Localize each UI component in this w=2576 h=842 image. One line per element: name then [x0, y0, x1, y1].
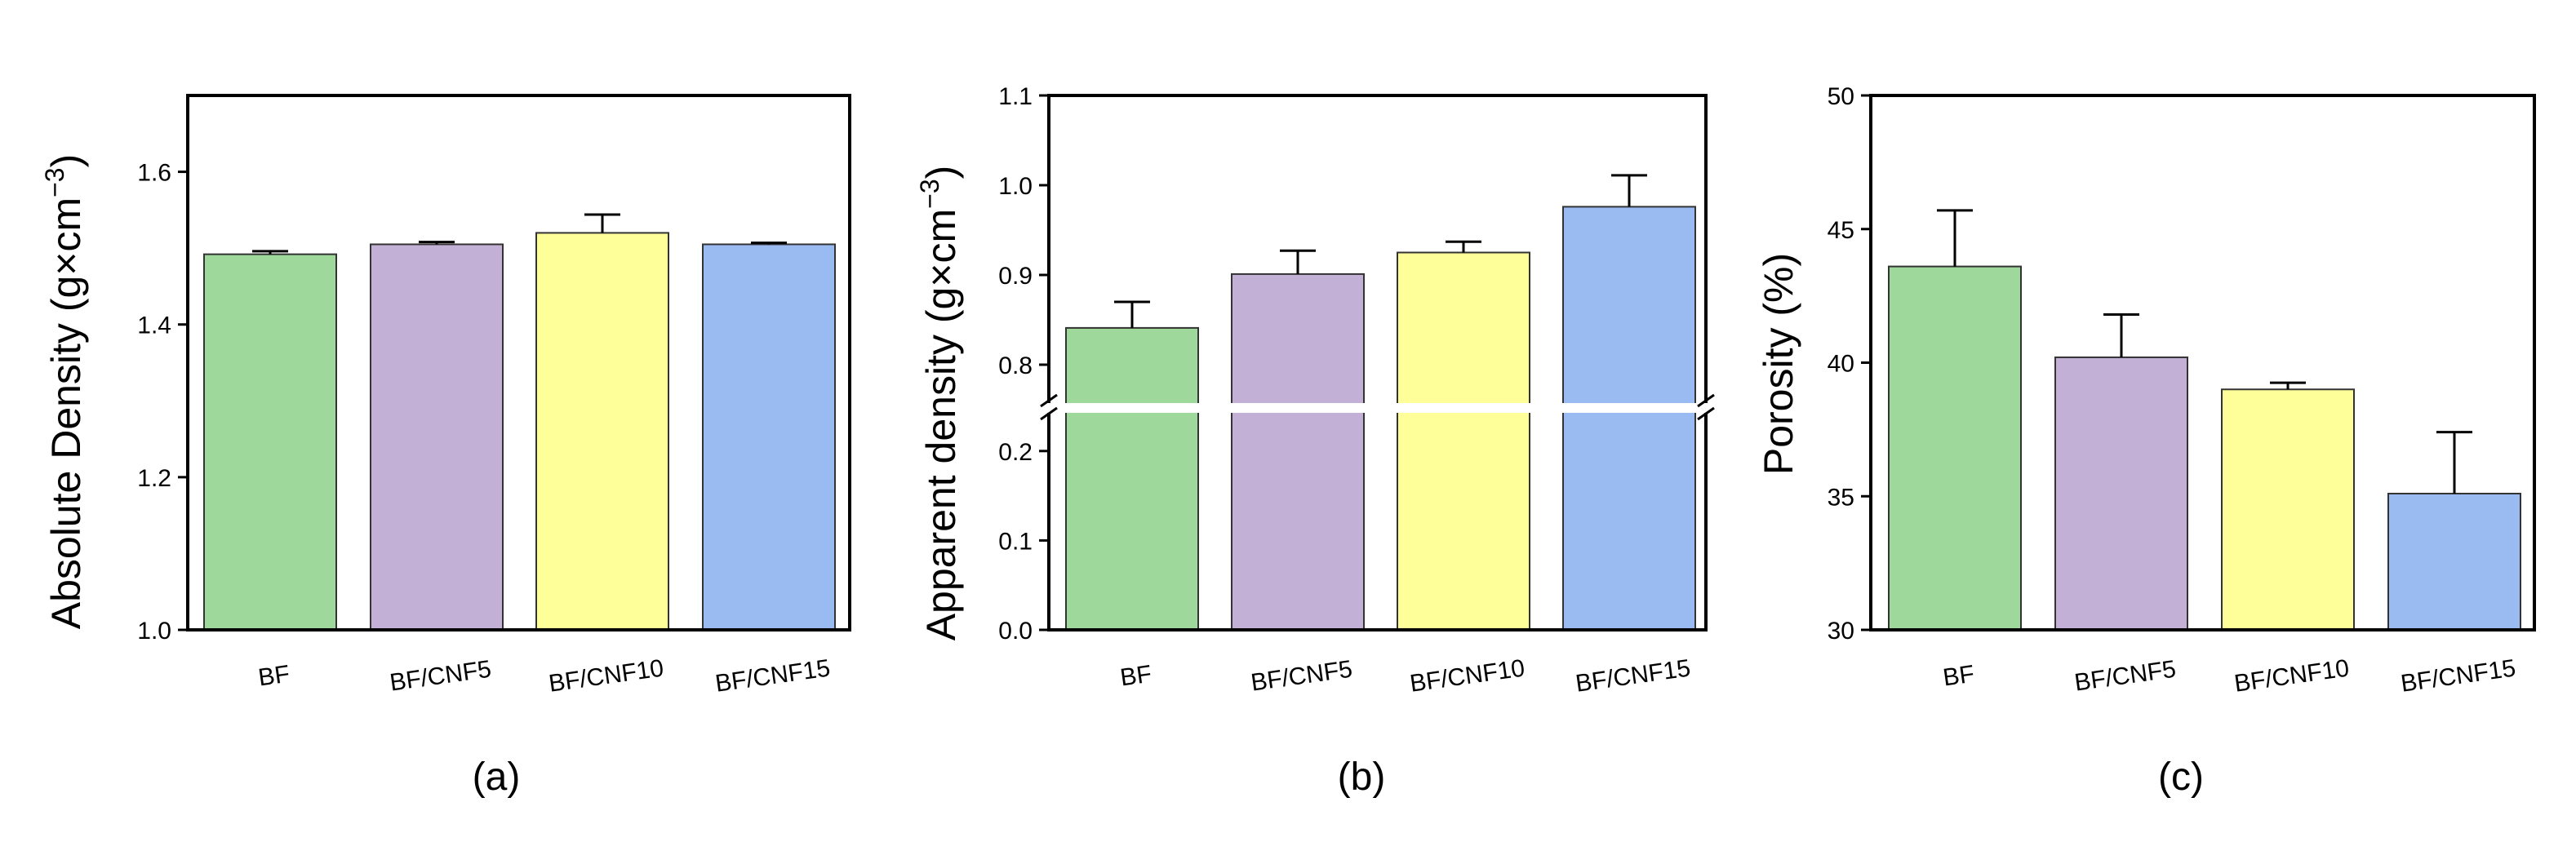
panel-a-category-label-3: BF/CNF10: [547, 654, 665, 697]
panel-c: 30 35 40 45 50 BF BF/CNF5 BF/CNF10 BF/CNF15 Por…: [1756, 83, 2536, 799]
panel-b-axis-break: [1037, 393, 1717, 421]
panel-a-bar-3: [535, 232, 669, 631]
panel-b-y-ticks: 0.0 0.1 0.2 0.8 0.9 1.0 1.1: [998, 83, 1049, 645]
panel-a-y-tick-label-3: 1.4: [137, 312, 171, 339]
panel-b-y-tick-label-6: 1.0: [998, 173, 1033, 200]
panel-a-category-label-1: BF: [256, 661, 291, 692]
panel-b-break-mark-1: [1040, 393, 1058, 408]
panel-b-category-label-1: BF: [1118, 661, 1153, 692]
panel-a-category-label-2: BF/CNF5: [388, 656, 492, 697]
panel-b-axes-frame: [1047, 94, 1708, 632]
panel-a-y-tick-label-4: 1.6: [137, 160, 171, 187]
panel-b-bar-4: [1562, 206, 1696, 631]
panel-c-y-tick-label-4: 45: [1828, 217, 1854, 244]
panel-c-category-label-3: BF/CNF10: [2232, 654, 2351, 697]
panel-a-axes-frame: [186, 94, 851, 632]
panel-b-bar-1: [1065, 326, 1199, 631]
panel-c-bar-1: [1888, 265, 2022, 631]
panel-c-y-tick-label-2: 35: [1828, 484, 1854, 511]
panel-b-y-tick-label-5: 0.9: [998, 263, 1033, 290]
panel-c-label: (c): [2158, 756, 2204, 799]
panel-a-bar-4: [702, 243, 836, 631]
panel-c-category-label-1: BF: [1941, 661, 1976, 692]
panel-b-bar-2: [1231, 273, 1365, 631]
panel-c-axes-frame: [1869, 94, 2536, 632]
panel-c-bar-4: [2387, 492, 2521, 631]
panel-c-category-label-2: BF/CNF5: [2072, 656, 2177, 697]
panel-a-bar-2: [370, 243, 504, 631]
panel-c-category-labels: BF BF/CNF5 BF/CNF10 BF/CNF15: [1941, 654, 2517, 697]
panel-b: 0.00.10.20.80.91.01.1 BF BF/CNF5 BF/CNF10 B…: [915, 83, 1717, 799]
panel-c-bar-2: [2054, 356, 2188, 631]
panel-b-category-label-2: BF/CNF5: [1249, 656, 1353, 697]
panel-a-category-labels: BF BF/CNF5 BF/CNF10 BF/CNF15: [256, 654, 832, 697]
panel-b-y-axis-label: Apparent density (g×cm−3): [915, 166, 964, 641]
panel-b-category-label-3: BF/CNF10: [1408, 654, 1526, 697]
panel-b-break-mark-2: [1040, 406, 1058, 421]
panel-b-label: (b): [1338, 756, 1386, 799]
panel-b-y-tick-label-4: 0.8: [998, 352, 1033, 379]
panel-b-break-band: [1037, 403, 1717, 413]
panel-b-break-mark-3: [1697, 393, 1715, 408]
panel-c-y-ticks: 30 35 40 45 50: [1828, 83, 1871, 645]
panel-a-category-label-4: BF/CNF15: [713, 654, 832, 697]
panel-c-bars: [1888, 209, 2521, 631]
panel-b-y-tick-label-1: 0.0: [998, 618, 1033, 645]
panel-b-bar-3: [1397, 251, 1530, 631]
panel-b-category-label-4: BF/CNF15: [1574, 654, 1692, 697]
panel-c-bar-3: [2221, 388, 2355, 631]
panel-c-y-tick-label-3: 40: [1828, 351, 1854, 378]
panel-c-y-axis-label: Porosity (%): [1756, 253, 1801, 475]
panel-b-y-tick-label-2: 0.1: [998, 528, 1033, 555]
panel-a-bar-1: [203, 253, 337, 631]
panel-b-y-tick-label-7: 1.1: [998, 83, 1033, 110]
panel-c-y-tick-label-1: 30: [1828, 618, 1854, 645]
panel-b-y-tick-label-3: 0.2: [998, 439, 1033, 466]
panel-c-y-tick-label-5: 50: [1828, 83, 1854, 110]
panel-a-y-ticks: 1.0 1.2 1.4 1.6: [137, 160, 188, 645]
panel-b-category-labels: BF BF/CNF5 BF/CNF10 BF/CNF15: [1118, 654, 1692, 697]
panel-a-y-axis-label: Absolute Density (g×cm−3): [40, 154, 89, 630]
panel-a-label: (a): [473, 756, 521, 799]
panel-c-category-label-4: BF/CNF15: [2399, 654, 2517, 697]
panel-a-bars: [203, 213, 836, 631]
panel-a: 1.0 1.2 1.4 1.6 BF BF/CNF5 BF/CNF10 BF/CNF15 A…: [40, 94, 851, 799]
panel-b-break-mark-4: [1697, 406, 1715, 421]
panel-a-y-tick-label-1: 1.0: [137, 618, 171, 645]
panel-b-bars: [1065, 174, 1696, 631]
panel-a-y-tick-label-2: 1.2: [137, 465, 171, 492]
